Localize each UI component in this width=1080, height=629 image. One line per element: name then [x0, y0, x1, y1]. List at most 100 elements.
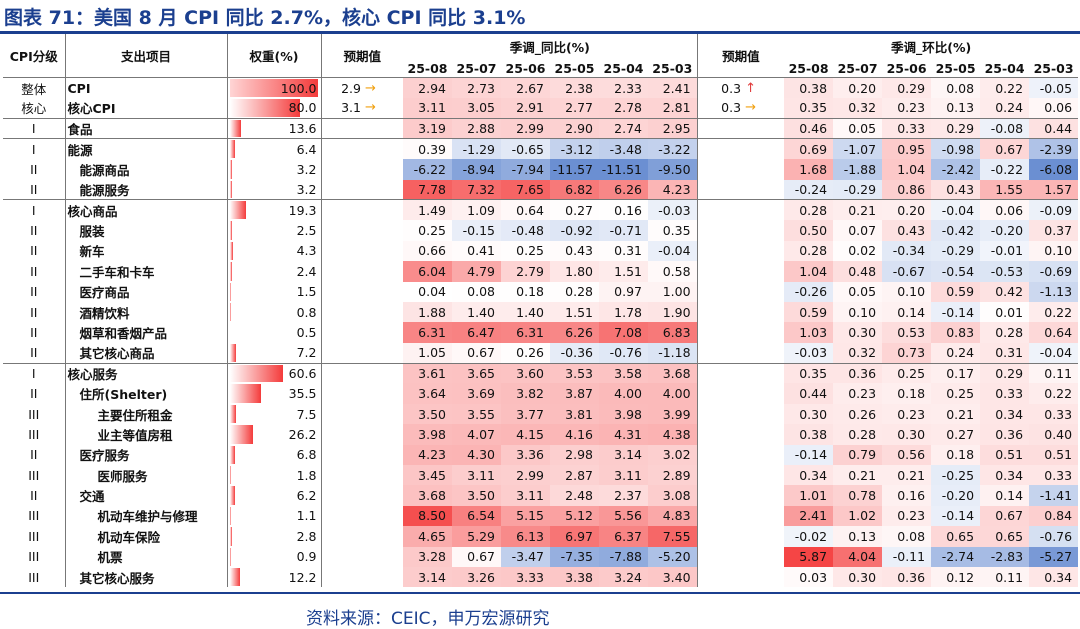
yoy-cell: 1.40 — [501, 301, 551, 323]
mom-cell: -0.67 — [882, 261, 932, 282]
weight-bar — [229, 445, 236, 465]
header-yoy-month: 25-05 — [554, 60, 595, 76]
cpi-level: III — [28, 569, 40, 585]
mom-cell: 0.67 — [980, 138, 1030, 160]
cpi-level: II — [30, 488, 38, 504]
item-name: 核心CPI — [64, 97, 227, 119]
cpi-level: III — [28, 528, 40, 544]
yoy-cell: 0.08 — [452, 281, 502, 302]
yoy-cell: 2.48 — [550, 485, 600, 506]
yoy-cell: 3.99 — [648, 403, 698, 425]
mom-cell: 0.78 — [833, 485, 883, 506]
mom-cell: 0.64 — [1029, 322, 1079, 343]
mom-cell: -2.39 — [1029, 138, 1079, 160]
weight-value: 4.3 — [296, 243, 317, 259]
yoy-cell: 2.79 — [501, 261, 551, 282]
yoy-cell: -0.15 — [452, 220, 502, 241]
yoy-cell: 5.12 — [550, 505, 600, 527]
weight-bar — [229, 302, 231, 322]
weight-cell: 0.8 — [226, 301, 321, 323]
weight-cell: 35.5 — [226, 383, 321, 404]
expected-mom-arrow — [743, 117, 785, 139]
title-rule — [0, 31, 1080, 34]
mom-cell: 0.21 — [833, 199, 883, 221]
weight-bar — [229, 201, 247, 220]
yoy-cell: 0.64 — [501, 199, 551, 221]
yoy-cell: 2.89 — [648, 465, 698, 486]
table-row: II 医疗商品 1.5 0.04 0.08 0.18 0.28 0.97 1.00 -0.26 0.… — [3, 281, 1079, 302]
yoy-cell: 2.67 — [501, 77, 551, 98]
cpi-level: 核心 — [21, 101, 47, 117]
yoy-cell: -0.76 — [599, 342, 649, 364]
mom-cell: 0.12 — [931, 566, 981, 588]
expected-mom-value — [696, 546, 744, 567]
yoy-cell: -9.50 — [648, 159, 698, 180]
mom-cell: 0.23 — [833, 383, 883, 404]
expected-yoy-value — [320, 322, 363, 343]
yoy-cell: 3.98 — [403, 424, 453, 445]
expected-mom-arrow — [743, 180, 784, 200]
yoy-cell: 2.33 — [599, 77, 649, 98]
yoy-cell: 2.99 — [501, 117, 551, 139]
mom-cell: -0.02 — [784, 526, 834, 547]
yoy-cell: 2.73 — [452, 77, 502, 98]
expected-yoy-arrow — [363, 506, 403, 526]
yoy-cell: 4.16 — [550, 424, 600, 445]
mom-cell: 0.30 — [833, 566, 883, 588]
expected-yoy-value — [320, 424, 363, 445]
weight-value: 7.2 — [296, 345, 317, 361]
weight-value: 60.6 — [288, 366, 317, 381]
mom-cell: 1.68 — [784, 159, 834, 180]
yoy-cell: 1.49 — [403, 199, 453, 221]
yoy-cell: 3.77 — [501, 403, 551, 425]
mom-cell: 1.03 — [784, 322, 834, 343]
item-name: 烟草和香烟产品 — [64, 322, 227, 343]
mom-cell: -6.08 — [1029, 159, 1079, 180]
mom-cell: 0.11 — [1029, 362, 1079, 384]
weight-cell: 6.2 — [226, 485, 321, 506]
mom-cell: 0.30 — [784, 403, 834, 425]
expected-mom-value: 0.3 — [696, 77, 744, 98]
expected-mom-value — [696, 342, 744, 364]
cpi-level: III — [28, 467, 40, 483]
yoy-cell: 3.19 — [403, 117, 453, 139]
expected-yoy-arrow — [363, 322, 403, 342]
yoy-cell: 0.58 — [648, 261, 698, 282]
mom-cell: 0.40 — [1029, 424, 1079, 445]
weight-cell: 1.1 — [226, 505, 321, 527]
mom-cell: -1.07 — [833, 138, 883, 160]
header-mom-month: 25-06 — [886, 60, 927, 76]
weight-bar — [229, 466, 232, 485]
mom-cell: -0.53 — [980, 261, 1030, 282]
mom-cell: 0.53 — [882, 322, 932, 343]
yoy-cell: 0.16 — [599, 199, 649, 221]
yoy-cell: 4.15 — [501, 424, 551, 445]
weight-bar — [229, 119, 242, 138]
weight-value: 1.5 — [296, 284, 317, 300]
cpi-level: III — [28, 406, 40, 422]
weight-cell: 7.2 — [226, 342, 321, 364]
header-item: 支出项目 — [64, 34, 227, 78]
mom-cell: 0.38 — [784, 77, 834, 98]
expected-yoy-arrow — [363, 567, 403, 587]
weight-value: 80.0 — [288, 100, 317, 116]
weight-cell: 100.0 — [226, 77, 321, 98]
expected-yoy-arrow — [363, 526, 403, 546]
arrow-right-icon: → — [365, 100, 376, 116]
item-name: 医疗服务 — [64, 444, 227, 466]
expected-yoy-value — [320, 566, 363, 588]
yoy-cell: 2.95 — [648, 117, 698, 139]
item-name: 服装 — [64, 220, 227, 241]
weight-cell: 80.0 — [226, 97, 321, 119]
weight-value: 6.2 — [296, 488, 317, 504]
item-name: 能源 — [64, 138, 227, 160]
header-mom-group: 季调_环比(%) — [890, 40, 972, 55]
mom-cell: 0.14 — [980, 485, 1030, 506]
yoy-cell: 1.88 — [403, 301, 453, 323]
item-name: 能源商品 — [64, 159, 227, 180]
cpi-level: III — [28, 549, 40, 565]
yoy-cell: 3.38 — [550, 566, 600, 588]
mom-cell: 2.41 — [784, 505, 834, 527]
weight-value: 35.5 — [288, 386, 317, 402]
expected-yoy-value — [320, 444, 363, 466]
